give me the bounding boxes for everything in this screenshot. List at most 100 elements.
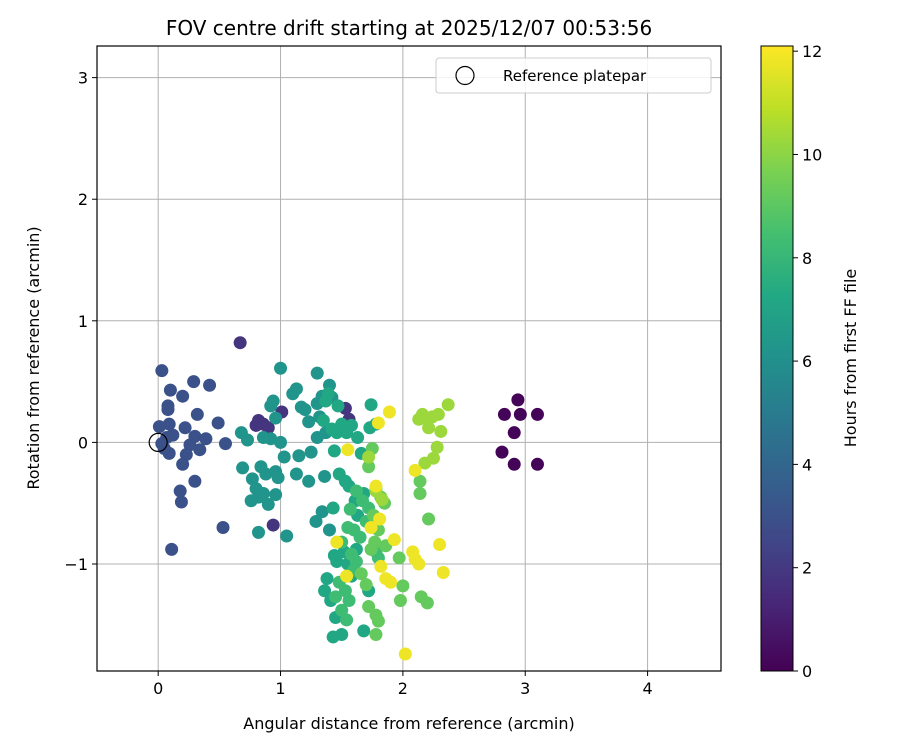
scatter-point	[266, 518, 280, 532]
scatter-point	[341, 521, 355, 535]
scatter-point	[434, 424, 448, 438]
scatter-point	[199, 432, 213, 446]
y-tick-label: 1	[78, 312, 88, 331]
y-tick-label: 2	[78, 190, 88, 209]
scatter-point	[274, 361, 288, 375]
chart-title: FOV centre drift starting at 2025/12/07 …	[166, 16, 652, 40]
scatter-point	[193, 443, 207, 457]
scatter-point	[362, 600, 376, 614]
scatter-point	[188, 474, 202, 488]
scatter-point	[190, 407, 204, 421]
colorbar-tick-label: 10	[802, 145, 822, 164]
scatter-point	[256, 431, 270, 445]
scatter-point	[507, 426, 521, 440]
scatter-point	[507, 457, 521, 471]
colorbar-tick-label: 4	[802, 455, 812, 474]
scatter-point	[155, 364, 169, 378]
scatter-point	[422, 512, 436, 526]
scatter-point	[341, 443, 355, 457]
scatter-point	[430, 440, 444, 454]
legend-label-reference: Reference platepar	[503, 67, 647, 85]
scatter-point	[413, 474, 427, 488]
scatter-point	[174, 495, 188, 509]
y-axis-ticks: −1 0 1 2 3	[64, 69, 97, 574]
scatter-point	[530, 457, 544, 471]
scatter-point	[176, 457, 190, 471]
scatter-point	[233, 336, 247, 350]
scatter-point	[420, 596, 434, 610]
scatter-point	[344, 418, 358, 432]
scatter-point	[274, 435, 288, 449]
colorbar-gradient	[760, 45, 794, 672]
colorbar-ticks: 0 2 4 6 8 10 12	[793, 42, 822, 681]
scatter-point	[187, 375, 201, 389]
scatter-point	[441, 398, 455, 412]
scatter-point	[359, 578, 373, 592]
scatter-point	[173, 484, 187, 498]
scatter-point	[422, 421, 436, 435]
scatter-point	[309, 514, 323, 528]
scatter-point	[289, 467, 303, 481]
scatter-point	[298, 403, 312, 417]
scatter-point	[310, 366, 324, 380]
scatter-point	[387, 533, 401, 547]
scatter-point	[269, 411, 283, 425]
reference-marker	[148, 432, 168, 453]
scatter-point	[327, 444, 341, 458]
scatter-point	[289, 382, 303, 396]
scatter-point	[354, 567, 368, 581]
colorbar-label: Hours from first FF file	[841, 269, 860, 448]
scatter-point	[218, 437, 232, 451]
scatter-point	[331, 399, 345, 413]
legend-box	[435, 57, 712, 94]
scatter-point	[261, 497, 275, 511]
scatter-point	[261, 421, 275, 435]
legend: Reference platepar	[435, 57, 712, 94]
scatter-point	[495, 445, 509, 459]
y-tick-label: 0	[78, 433, 88, 452]
scatter-point	[326, 630, 340, 644]
scatter-point	[162, 446, 176, 460]
scatter-point	[292, 449, 306, 463]
colorbar: 0 2 4 6 8 10 12 Hours from first FF file	[760, 42, 860, 681]
legend-marker-reference	[455, 65, 475, 86]
scatter-point	[188, 429, 202, 443]
scatter-point	[392, 551, 406, 565]
scatter-point	[364, 521, 378, 535]
scatter-point	[513, 407, 527, 421]
scatter-point	[320, 572, 334, 586]
colorbar-tick-label: 2	[802, 559, 812, 578]
x-axis-ticks: 0 1 2 3 4	[153, 671, 653, 698]
scatter-point	[393, 593, 407, 607]
scatter-point	[203, 378, 217, 392]
scatter-point	[374, 559, 388, 573]
scatter-point	[163, 383, 177, 397]
scatter-point	[277, 450, 291, 464]
grid-lines	[97, 46, 721, 671]
x-tick-label: 2	[398, 679, 408, 698]
colorbar-tick-label: 0	[802, 662, 812, 681]
scatter-point	[269, 488, 283, 502]
scatter-point	[353, 530, 367, 544]
scatter-point	[254, 460, 268, 474]
scatter-point	[362, 450, 376, 464]
scatter-point	[318, 469, 332, 483]
scatter-point	[340, 569, 354, 583]
scatter-point	[266, 394, 280, 408]
scatter-point	[161, 403, 175, 417]
scatter-point	[176, 389, 190, 403]
scatter-point	[364, 542, 378, 556]
scatter-point	[318, 584, 332, 598]
scatter-point	[162, 417, 176, 431]
scatter-point	[252, 525, 266, 539]
scatter-point	[349, 484, 363, 498]
scatter-point	[433, 538, 447, 552]
colorbar-tick-label: 6	[802, 352, 812, 371]
scatter-point	[408, 463, 422, 477]
scatter-point	[165, 542, 179, 556]
scatter-point	[373, 512, 387, 526]
scatter-point	[302, 415, 316, 429]
scatter-point	[329, 590, 343, 604]
scatter-point	[240, 433, 254, 447]
scatter-point	[330, 426, 344, 440]
